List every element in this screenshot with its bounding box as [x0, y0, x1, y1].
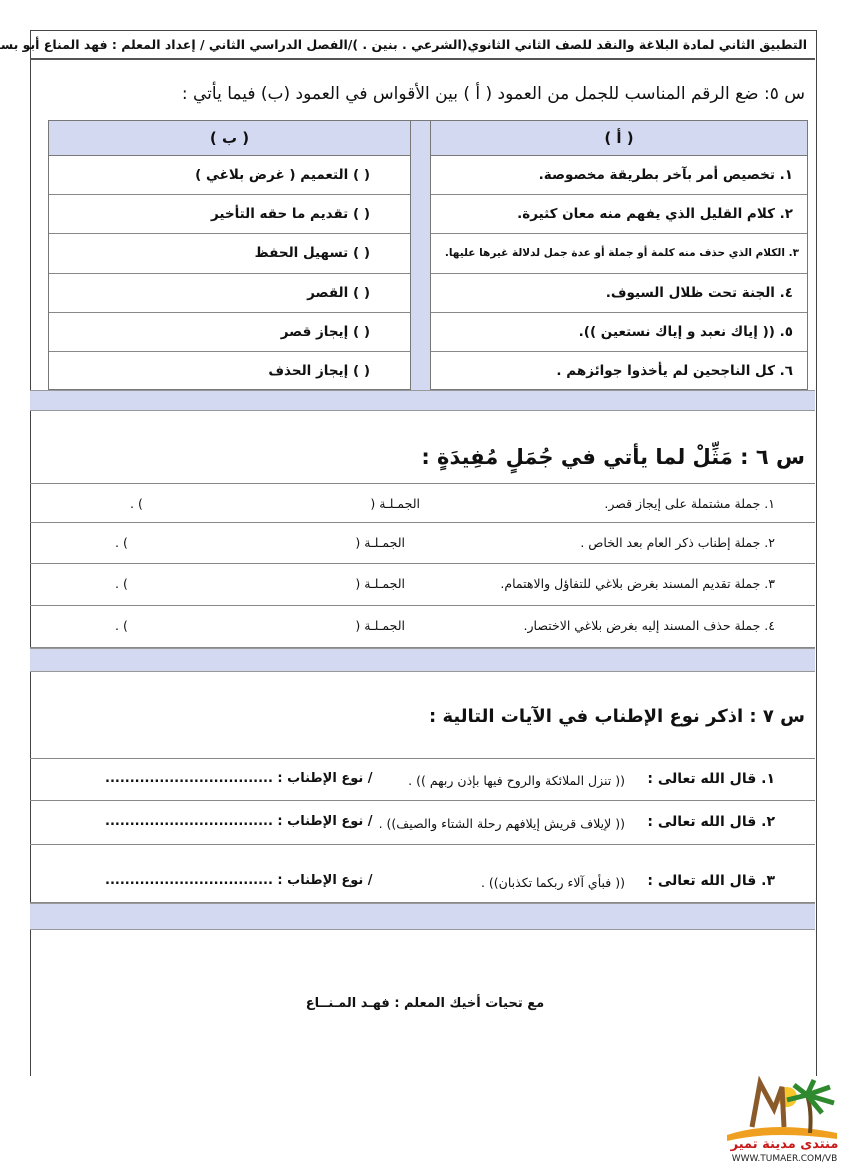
column-b-row: ( ) القصر: [49, 274, 410, 313]
logo-graphic: [727, 1075, 837, 1141]
column-b-row: ( ) إيجاز قصر: [49, 313, 410, 352]
section-band: [30, 648, 815, 672]
page-frame: [30, 30, 817, 1076]
q7-verse: (( لإيلاف قريش إيلافهم رحلة الشتاء والصي…: [378, 816, 625, 831]
q7-item-prefix: ١. قال الله تعالى :: [647, 771, 775, 787]
q6-item: ١. جملة مشتملة على إيجاز قصر. الجمـلـة (…: [30, 483, 815, 523]
section-band: [30, 903, 815, 930]
column-b-row: ( ) تقديم ما حقه التأخير: [49, 195, 410, 235]
q5-title: س ٥: ضع الرقم المناسب للجمل من العمود ( …: [181, 84, 805, 104]
column-b-header: ( ب ): [49, 121, 410, 156]
document-header: التطبيق الثاني لمادة البلاغة والنقد للصف…: [0, 30, 815, 60]
q6-item-text: ٢. جملة إطناب ذكر العام بعد الخاص .: [580, 535, 775, 550]
q7-item: ٣. قال الله تعالى : (( فبأي آلاء ربكما ت…: [30, 845, 815, 903]
column-a-row: ٢. كلام القليل الذي يفهم منه معان كثيرة.: [431, 195, 807, 235]
column-a: ( أ ) ١. تخصيص أمر بآخر بطريقة مخصوصة. ٢…: [430, 120, 808, 390]
q7-type-label: / نوع الإطناب : ........................…: [105, 814, 373, 829]
logo-url: WWW.TUMAER.COM/VB: [731, 1154, 838, 1164]
q6-title: س ٦ : مَثِّلْ لما يأتي في جُمَلٍ مُفِيدَ…: [421, 445, 805, 469]
column-b-row: ( ) تسهيل الحفظ: [49, 234, 410, 274]
column-a-row: ٤. الجنة تحت ظلال السيوف.: [431, 274, 807, 313]
q6-item: ٣. جملة تقديم المسند بغرض بلاغي للتفاؤل …: [30, 564, 815, 606]
q7-item-prefix: ٣. قال الله تعالى :: [647, 873, 775, 889]
column-b-row: ( ) التعميم ( غرض بلاغي ): [49, 156, 410, 196]
q7-item-prefix: ٢. قال الله تعالى :: [647, 814, 775, 830]
q7-verse: (( فبأي آلاء ربكما تكذبان)) .: [480, 875, 625, 890]
section-band: [30, 390, 815, 411]
q7-verse: (( تنزل الملائكة والروح فيها بإذن ربهم )…: [408, 773, 625, 788]
q6-item-text: ٤. جملة حذف المسند إليه بغرض بلاغي الاخت…: [523, 618, 775, 633]
column-divider: [411, 120, 430, 391]
q7-type-label: / نوع الإطناب : ........................…: [105, 873, 373, 888]
q6-item-text: ٣. جملة تقديم المسند بغرض بلاغي للتفاؤل …: [500, 576, 775, 591]
sentence-close: ) .: [115, 535, 128, 550]
sentence-label: الجمـلـة (: [370, 496, 420, 511]
column-b: ( ب ) ( ) التعميم ( غرض بلاغي ) ( ) تقدي…: [48, 120, 411, 390]
sentence-label: الجمـلـة (: [355, 535, 405, 550]
sentence-close: ) .: [115, 618, 128, 633]
q7-item: ٢. قال الله تعالى : (( لإيلاف قريش إيلاف…: [30, 801, 815, 845]
q7-type-label: / نوع الإطناب : ........................…: [105, 771, 373, 786]
q6-item: ٢. جملة إطناب ذكر العام بعد الخاص . الجم…: [30, 523, 815, 564]
column-a-header: ( أ ): [431, 121, 807, 156]
q7-title: س ٧ : اذكر نوع الإطناب في الآيات التالية…: [428, 706, 805, 727]
sentence-close: ) .: [130, 496, 143, 511]
sentence-label: الجمـلـة (: [355, 576, 405, 591]
sentence-close: ) .: [115, 576, 128, 591]
forum-logo: منتدى مدينة تمير WWW.TUMAER.COM/VB: [722, 1075, 847, 1167]
q7-item: ١. قال الله تعالى : (( تنزل الملائكة وال…: [30, 758, 815, 801]
column-a-row: ١. تخصيص أمر بآخر بطريقة مخصوصة.: [431, 156, 807, 196]
column-a-row: ٦. كل الناجحين لم يأخذوا جوائزهم .: [556, 362, 793, 379]
column-b-row: ( ) إيجاز الحذف: [268, 362, 370, 379]
column-a-row: ٥. (( إياك نعبد و إياك نستعين )).: [431, 313, 807, 352]
logo-arabic-text: منتدى مدينة تمير: [730, 1137, 839, 1152]
column-a-row: ٣. الكلام الذي حذف منه كلمة أو جملة أو ع…: [431, 234, 807, 274]
sentence-label: الجمـلـة (: [355, 618, 405, 633]
q6-item-text: ١. جملة مشتملة على إيجاز قصر.: [604, 496, 775, 511]
q6-item: ٤. جملة حذف المسند إليه بغرض بلاغي الاخت…: [30, 606, 815, 648]
footer-signature: مع تحيات أخيك المعلم : فهـد المـنــاع: [305, 996, 545, 1011]
